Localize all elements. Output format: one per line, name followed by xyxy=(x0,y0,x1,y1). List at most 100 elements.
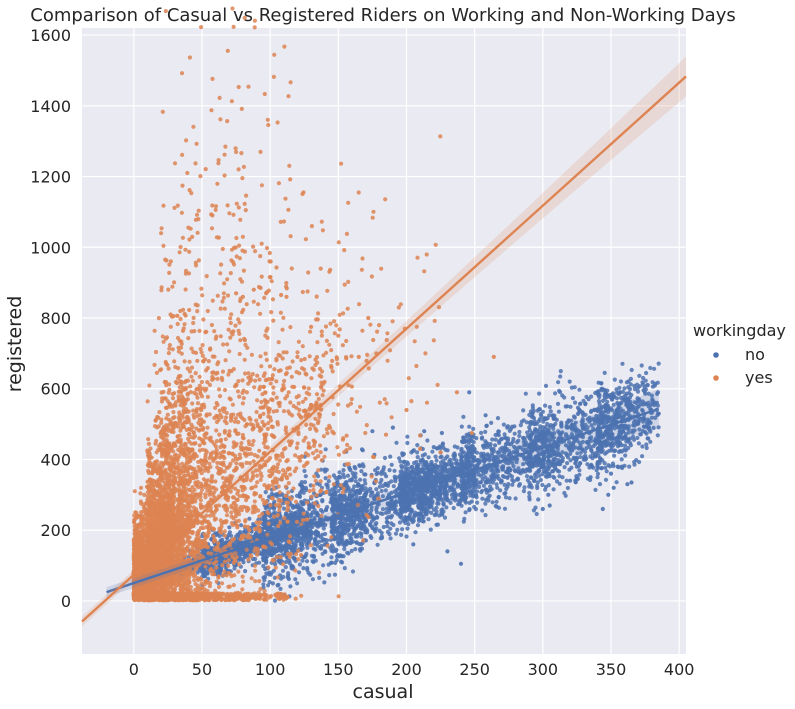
data-point xyxy=(524,474,530,479)
data-point xyxy=(310,510,315,515)
data-point xyxy=(537,468,542,473)
data-point xyxy=(289,564,294,569)
data-point xyxy=(467,438,472,443)
data-point xyxy=(465,455,470,460)
data-point xyxy=(583,453,588,458)
data-point xyxy=(610,397,615,402)
data-point xyxy=(521,489,527,494)
data-point xyxy=(436,501,441,506)
data-point xyxy=(393,507,398,512)
data-point xyxy=(529,475,534,480)
data-point xyxy=(238,529,243,535)
data-point xyxy=(348,467,353,473)
data-point xyxy=(426,470,431,475)
data-point xyxy=(202,549,207,554)
data-point xyxy=(402,475,407,480)
data-point xyxy=(441,502,446,507)
data-point xyxy=(418,458,423,463)
data-point xyxy=(577,468,582,473)
data-point xyxy=(346,551,351,556)
data-point xyxy=(438,490,443,495)
data-point xyxy=(639,363,644,368)
data-point xyxy=(551,487,556,492)
data-point xyxy=(531,408,536,414)
data-point xyxy=(534,511,539,517)
data-point xyxy=(483,513,488,518)
data-point xyxy=(352,497,358,502)
data-point xyxy=(391,484,396,489)
data-point xyxy=(467,485,472,490)
data-point xyxy=(506,442,512,447)
data-point xyxy=(375,542,380,547)
data-point xyxy=(393,531,399,536)
data-point xyxy=(324,507,329,512)
data-point xyxy=(417,498,422,503)
data-point xyxy=(542,416,547,421)
data-point xyxy=(527,490,532,496)
data-point xyxy=(358,531,363,536)
data-point xyxy=(480,435,485,440)
data-point xyxy=(426,466,432,471)
data-point xyxy=(490,437,495,442)
data-point xyxy=(310,577,315,582)
data-point xyxy=(373,529,378,534)
data-point xyxy=(590,465,596,470)
data-point xyxy=(499,478,504,483)
data-point xyxy=(381,465,386,470)
data-point xyxy=(565,485,571,491)
data-point xyxy=(352,527,357,532)
data-point xyxy=(552,475,557,480)
data-point xyxy=(390,425,395,430)
data-point xyxy=(300,546,305,551)
data-point xyxy=(384,482,389,487)
data-point xyxy=(440,467,445,472)
data-point xyxy=(627,464,632,469)
data-point xyxy=(541,419,546,424)
data-point xyxy=(342,526,347,532)
data-point xyxy=(486,442,491,447)
data-point xyxy=(381,524,386,530)
data-point xyxy=(537,427,542,432)
data-point xyxy=(596,447,601,452)
data-point xyxy=(644,445,649,451)
data-point xyxy=(575,451,580,456)
data-point xyxy=(622,386,627,391)
data-point xyxy=(514,477,520,482)
data-point xyxy=(555,468,560,473)
data-point xyxy=(510,482,515,487)
data-point xyxy=(405,434,410,439)
data-point xyxy=(300,484,305,490)
data-point xyxy=(544,474,550,479)
data-point xyxy=(342,566,347,571)
data-point xyxy=(479,430,484,435)
data-point xyxy=(463,486,468,491)
data-point xyxy=(553,391,558,396)
data-point xyxy=(281,574,286,580)
data-point xyxy=(302,468,307,474)
data-point xyxy=(608,443,613,448)
data-point xyxy=(317,575,322,581)
data-point xyxy=(471,447,476,453)
data-point xyxy=(438,455,443,460)
data-point xyxy=(656,361,661,366)
data-point xyxy=(293,577,298,582)
data-point xyxy=(570,396,576,401)
data-point xyxy=(560,475,565,480)
data-point xyxy=(411,471,416,476)
data-point xyxy=(387,532,392,537)
data-point xyxy=(323,531,328,537)
data-point xyxy=(536,497,541,502)
data-point xyxy=(645,383,650,388)
data-point xyxy=(386,510,391,515)
data-point xyxy=(574,464,580,469)
data-point xyxy=(374,510,379,515)
data-point xyxy=(323,476,328,481)
data-point xyxy=(603,451,608,456)
data-point xyxy=(583,449,588,454)
data-point xyxy=(600,458,605,463)
data-point xyxy=(360,483,365,489)
data-point xyxy=(341,468,346,473)
data-point xyxy=(227,525,232,530)
data-point xyxy=(644,370,649,376)
data-point xyxy=(292,556,297,561)
